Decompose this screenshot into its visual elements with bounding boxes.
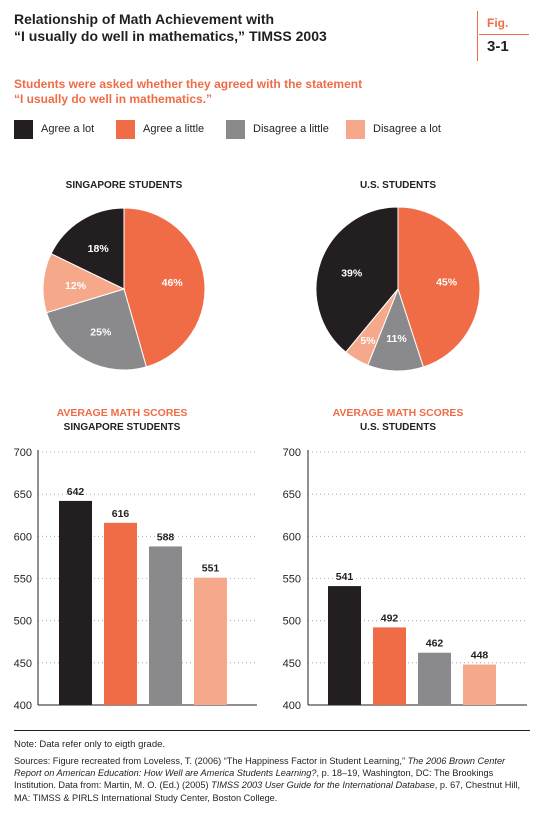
bar-value-label-singapore-agree-a-little: 616 — [112, 508, 130, 520]
bar-value-label-singapore-agree-a-lot: 642 — [67, 486, 85, 498]
pie-label-us-disagree-a-little: 11% — [386, 333, 407, 345]
bar-singapore-disagree-a-little — [149, 546, 182, 705]
legend-swatch-disagree-a-little — [226, 120, 245, 139]
subtitle-line1: Students were asked whether they agreed … — [14, 77, 363, 91]
figure-subtitle: Students were asked whether they agreed … — [14, 77, 494, 107]
y-tick-label-singapore-550: 550 — [14, 574, 32, 586]
sources-part4: TIMSS 2003 User Guide for the Internatio… — [211, 780, 435, 791]
fig-number: 3-1 — [487, 38, 509, 55]
bar-singapore-agree-a-little — [104, 522, 137, 705]
sources-part5: , p. 67, Chestnut Hill, MA: TIMSS & PIRL… — [14, 780, 521, 803]
sources-part1: Sources: Figure recreated from Loveless,… — [14, 756, 408, 766]
legend-swatch-agree-a-lot — [14, 120, 33, 139]
bar-singapore-agree-a-lot — [59, 500, 92, 705]
bar-value-label-singapore-disagree-a-lot: 551 — [202, 563, 220, 575]
legend-label-agree-a-little: Agree a little — [143, 123, 205, 135]
pie-slice-singapore-disagree-a-lot — [42, 253, 126, 314]
y-tick-label-us-700: 700 — [283, 447, 301, 459]
bar-subtitle-singapore: SINGAPORE STUDENTS — [64, 422, 181, 433]
y-tick-label-singapore-500: 500 — [14, 616, 32, 628]
bar-value-label-us-disagree-a-little: 462 — [426, 638, 444, 650]
pie-label-singapore-agree-a-lot: 18% — [88, 243, 110, 255]
sources-part3: , p. 18–19, Washington, DC: The Brooking… — [14, 768, 494, 791]
pie-title-singapore: SINGAPORE STUDENTS — [66, 180, 183, 191]
pie-slice-singapore-agree-a-little — [123, 207, 206, 368]
y-tick-label-us-400: 400 — [283, 700, 301, 712]
bar-us-agree-a-lot — [328, 586, 361, 705]
y-tick-label-singapore-400: 400 — [14, 700, 32, 712]
pie-slice-us-agree-a-lot — [315, 206, 399, 353]
figure-title-line2: “I usually do well in mathematics,” TIMS… — [14, 28, 327, 44]
legend-label-disagree-a-little: Disagree a little — [253, 123, 329, 135]
fig-label: Fig. — [487, 16, 509, 30]
bar-title-singapore: AVERAGE MATH SCORES — [57, 407, 188, 419]
legend-label-disagree-a-lot: Disagree a lot — [373, 123, 441, 135]
bar-value-label-us-agree-a-little: 492 — [381, 612, 399, 624]
legend-label-agree-a-lot: Agree a lot — [41, 123, 95, 135]
legend-swatch-agree-a-little — [116, 120, 135, 139]
pie-title-us: U.S. STUDENTS — [360, 180, 436, 191]
bar-value-label-us-agree-a-lot: 541 — [336, 571, 354, 583]
bar-title-us: AVERAGE MATH SCORES — [333, 407, 464, 419]
bar-singapore-disagree-a-lot — [194, 577, 227, 705]
footer-rule — [14, 730, 530, 731]
sources-part2: The 2006 Brown Center Report on American… — [14, 756, 506, 779]
bar-subtitle-us: U.S. STUDENTS — [360, 422, 436, 433]
pie-label-us-agree-a-little: 45% — [436, 276, 458, 288]
figure-number-box: Fig. 3-1 — [477, 11, 530, 61]
bar-us-disagree-a-little — [418, 652, 451, 705]
y-tick-label-singapore-450: 450 — [14, 658, 32, 670]
legend-swatch-disagree-a-lot — [346, 120, 365, 139]
pie-label-us-agree-a-lot: 39% — [341, 267, 363, 279]
bar-value-label-us-disagree-a-lot: 448 — [471, 650, 489, 662]
pie-label-us-disagree-a-lot: 5% — [360, 335, 376, 347]
y-tick-label-singapore-600: 600 — [14, 531, 32, 543]
y-tick-label-singapore-700: 700 — [14, 447, 32, 459]
fig-divider — [479, 34, 529, 35]
y-tick-label-us-450: 450 — [283, 658, 301, 670]
pie-label-singapore-disagree-a-little: 25% — [90, 327, 112, 339]
y-tick-label-us-500: 500 — [283, 616, 301, 628]
y-tick-label-us-600: 600 — [283, 531, 301, 543]
bar-us-disagree-a-lot — [463, 664, 496, 705]
pie-label-singapore-disagree-a-lot: 12% — [65, 280, 87, 292]
y-tick-label-singapore-650: 650 — [14, 489, 32, 501]
pie-label-singapore-agree-a-little: 46% — [162, 277, 184, 289]
y-tick-label-us-550: 550 — [283, 574, 301, 586]
figure-title: Relationship of Math Achievement with “I… — [14, 11, 454, 45]
bar-us-agree-a-little — [373, 627, 406, 705]
legend: Agree a lot Agree a little Disagree a li… — [14, 120, 534, 142]
bar-value-label-singapore-disagree-a-little: 588 — [157, 531, 175, 543]
pie-slice-singapore-agree-a-lot — [50, 207, 125, 290]
footer-note: Note: Data refer only to eigth grade. — [14, 739, 166, 750]
subtitle-line2: “I usually do well in mathematics.” — [14, 92, 213, 106]
y-tick-label-us-650: 650 — [283, 489, 301, 501]
footer-sources: Sources: Figure recreated from Loveless,… — [14, 755, 530, 804]
figure-title-line1: Relationship of Math Achievement with — [14, 11, 275, 27]
pie-slice-us-agree-a-little — [397, 206, 481, 368]
pie-slice-singapore-disagree-a-little — [45, 288, 147, 371]
